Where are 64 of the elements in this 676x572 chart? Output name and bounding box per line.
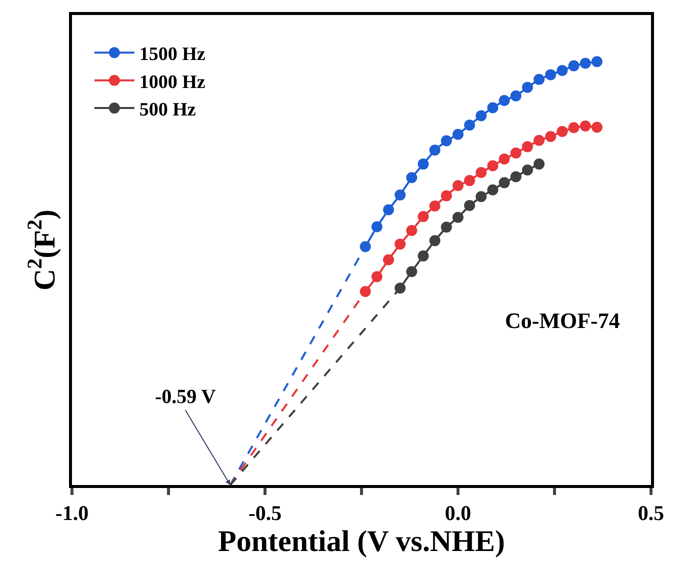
- point: [522, 82, 533, 93]
- point: [522, 164, 533, 176]
- point: [534, 74, 545, 85]
- point: [476, 191, 487, 202]
- point: [406, 225, 418, 236]
- x-tick-label: 0.0: [444, 500, 472, 525]
- point: [418, 158, 429, 170]
- point: [510, 90, 522, 102]
- point: [406, 172, 418, 184]
- point: [534, 134, 545, 146]
- point: [440, 135, 452, 146]
- x-tick-label: -0.5: [248, 500, 282, 525]
- point: [429, 235, 440, 246]
- point: [487, 160, 498, 172]
- point: [556, 126, 568, 137]
- point: [522, 141, 533, 152]
- point: [580, 120, 591, 132]
- point: [418, 211, 429, 222]
- point: [360, 241, 371, 252]
- annotation: Co-MOF-74: [505, 308, 620, 333]
- point: [568, 122, 580, 134]
- point: [452, 128, 464, 140]
- point: [568, 60, 580, 72]
- point: [591, 56, 602, 68]
- point: [487, 184, 498, 196]
- point: [476, 167, 487, 178]
- point: [371, 271, 382, 282]
- point: [498, 95, 510, 106]
- point: [418, 250, 429, 262]
- point: [464, 120, 476, 131]
- annotation: -0.59 V: [155, 386, 216, 408]
- point: [464, 200, 476, 212]
- point: [383, 204, 394, 216]
- point: [545, 131, 556, 142]
- legend-label: 1500 Hz: [139, 44, 206, 66]
- point: [556, 64, 568, 76]
- point: [440, 222, 452, 233]
- point: [383, 254, 394, 266]
- point: [534, 158, 545, 170]
- point: [394, 238, 406, 250]
- point: [394, 189, 406, 200]
- point: [429, 144, 440, 156]
- point: [510, 171, 522, 182]
- point: [360, 286, 371, 297]
- x-tick-label: 0.5: [638, 500, 664, 525]
- legend-label: 1000 Hz: [139, 72, 206, 93]
- point: [498, 177, 510, 188]
- legend-label: 500 Hz: [139, 99, 196, 120]
- point: [545, 69, 556, 80]
- point: [476, 110, 487, 122]
- point: [580, 58, 591, 69]
- point: [464, 175, 476, 186]
- point: [406, 266, 418, 278]
- point: [591, 122, 602, 133]
- x-tick-label: -1.0: [55, 500, 89, 525]
- point: [498, 153, 510, 164]
- point: [510, 148, 522, 159]
- point: [452, 212, 464, 223]
- point: [487, 102, 498, 114]
- point: [429, 200, 440, 212]
- x-axis-title: Pontential (V vs.NHE): [218, 524, 505, 558]
- point: [440, 190, 452, 202]
- point: [452, 180, 464, 192]
- point: [371, 221, 382, 232]
